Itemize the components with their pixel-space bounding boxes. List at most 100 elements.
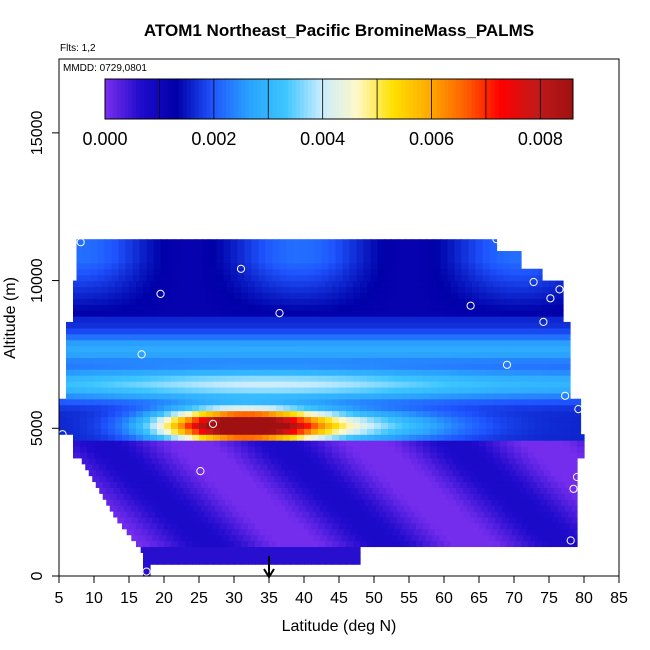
heatmap-cell <box>409 280 417 288</box>
heatmap-cell <box>437 357 445 364</box>
heatmap-cell <box>374 440 382 447</box>
heatmap-cell <box>241 286 249 293</box>
heatmap-cell <box>521 381 529 388</box>
colorbar-segment <box>323 79 328 119</box>
heatmap-cell <box>360 292 368 299</box>
heatmap-cell <box>430 298 438 305</box>
heatmap-cell <box>367 451 375 459</box>
heatmap-cell <box>424 469 433 477</box>
heatmap-cell <box>549 345 557 353</box>
heatmap-cell <box>498 487 506 494</box>
heatmap-cell <box>458 392 466 400</box>
heatmap-cell <box>323 475 331 483</box>
heatmap-cell <box>192 392 200 400</box>
heatmap-cell <box>290 375 298 382</box>
heatmap-cell <box>190 475 198 483</box>
heatmap-cell <box>297 552 305 559</box>
heatmap-cell <box>241 310 249 317</box>
heatmap-cell <box>101 381 109 388</box>
heatmap-cell <box>80 416 88 423</box>
heatmap-cell <box>199 522 207 530</box>
heatmap-cell <box>230 251 239 258</box>
heatmap-cell <box>493 446 501 453</box>
heatmap-cell <box>484 487 492 494</box>
heatmap-cell <box>192 286 200 293</box>
heatmap-cell <box>206 375 214 382</box>
heatmap-cell <box>510 262 519 270</box>
heatmap-cell <box>341 534 349 542</box>
heatmap-cell <box>335 274 344 282</box>
heatmap-cell <box>73 404 81 412</box>
heatmap-cell <box>367 310 375 317</box>
heatmap-cell <box>241 428 249 435</box>
colorbar-segment <box>495 79 500 119</box>
heatmap-cell <box>255 416 263 423</box>
heatmap-cell <box>416 422 424 429</box>
heatmap-cell <box>472 345 480 353</box>
heatmap-cell <box>207 457 216 465</box>
heatmap-cell <box>374 540 382 548</box>
heatmap-cell <box>325 333 333 341</box>
heatmap-cell <box>160 251 169 258</box>
heatmap-cell <box>129 321 137 329</box>
heatmap-cell <box>521 369 529 376</box>
heatmap-cell <box>531 274 540 282</box>
heatmap-cell <box>339 398 347 406</box>
heatmap-cell <box>325 310 333 317</box>
heatmap-cell <box>430 333 438 341</box>
heatmap-cell <box>276 298 284 305</box>
heatmap-cell <box>209 274 218 282</box>
heatmap-cell <box>255 363 263 370</box>
heatmap-cell <box>509 534 517 542</box>
heatmap-cell <box>143 280 151 288</box>
heatmap-cell <box>129 375 137 382</box>
heatmap-cell <box>185 428 193 435</box>
heatmap-cell <box>139 251 148 258</box>
heatmap-cell <box>202 274 211 282</box>
heatmap-cell <box>323 463 331 471</box>
heatmap-cell <box>318 375 326 382</box>
heatmap-cell <box>507 446 515 453</box>
heatmap-cell <box>157 522 165 530</box>
heatmap-cell <box>206 386 214 394</box>
heatmap-cell <box>283 404 291 412</box>
heatmap-cell <box>421 487 429 494</box>
heatmap-cell <box>256 481 265 488</box>
heatmap-cell <box>500 351 508 358</box>
colorbar-segment <box>549 79 554 119</box>
heatmap-cell <box>416 321 424 329</box>
heatmap-cell <box>402 363 410 370</box>
heatmap-cell <box>281 487 289 494</box>
heatmap-cell <box>354 457 363 465</box>
heatmap-cell <box>542 416 550 423</box>
heatmap-cell <box>549 339 557 347</box>
heatmap-cell <box>395 316 403 323</box>
heatmap-cell <box>122 398 130 406</box>
heatmap-cell <box>185 410 193 418</box>
heatmap-cell <box>463 463 471 471</box>
heatmap-cell <box>447 268 456 276</box>
heatmap-cell <box>248 304 256 311</box>
heatmap-cell <box>444 451 452 459</box>
heatmap-cell <box>367 357 375 364</box>
heatmap-cell <box>332 339 340 347</box>
heatmap-cell <box>529 469 538 477</box>
heatmap-cell <box>565 534 573 542</box>
heatmap-cell <box>407 511 415 518</box>
heatmap-cell <box>395 381 403 388</box>
heatmap-cell <box>80 404 88 412</box>
heatmap-cell <box>563 333 571 341</box>
heatmap-cell <box>500 434 508 441</box>
heatmap-cell <box>339 327 347 335</box>
heatmap-cell <box>73 410 81 418</box>
heatmap-cell <box>332 522 340 530</box>
heatmap-cell <box>227 392 235 400</box>
heatmap-cell <box>353 552 361 559</box>
heatmap-cell <box>440 245 449 252</box>
heatmap-cell <box>227 416 235 423</box>
heatmap-cell <box>349 245 358 252</box>
heatmap-cell <box>298 457 307 465</box>
heatmap-cell <box>283 410 291 418</box>
heatmap-cell <box>493 398 501 406</box>
heatmap-cell <box>115 381 123 388</box>
